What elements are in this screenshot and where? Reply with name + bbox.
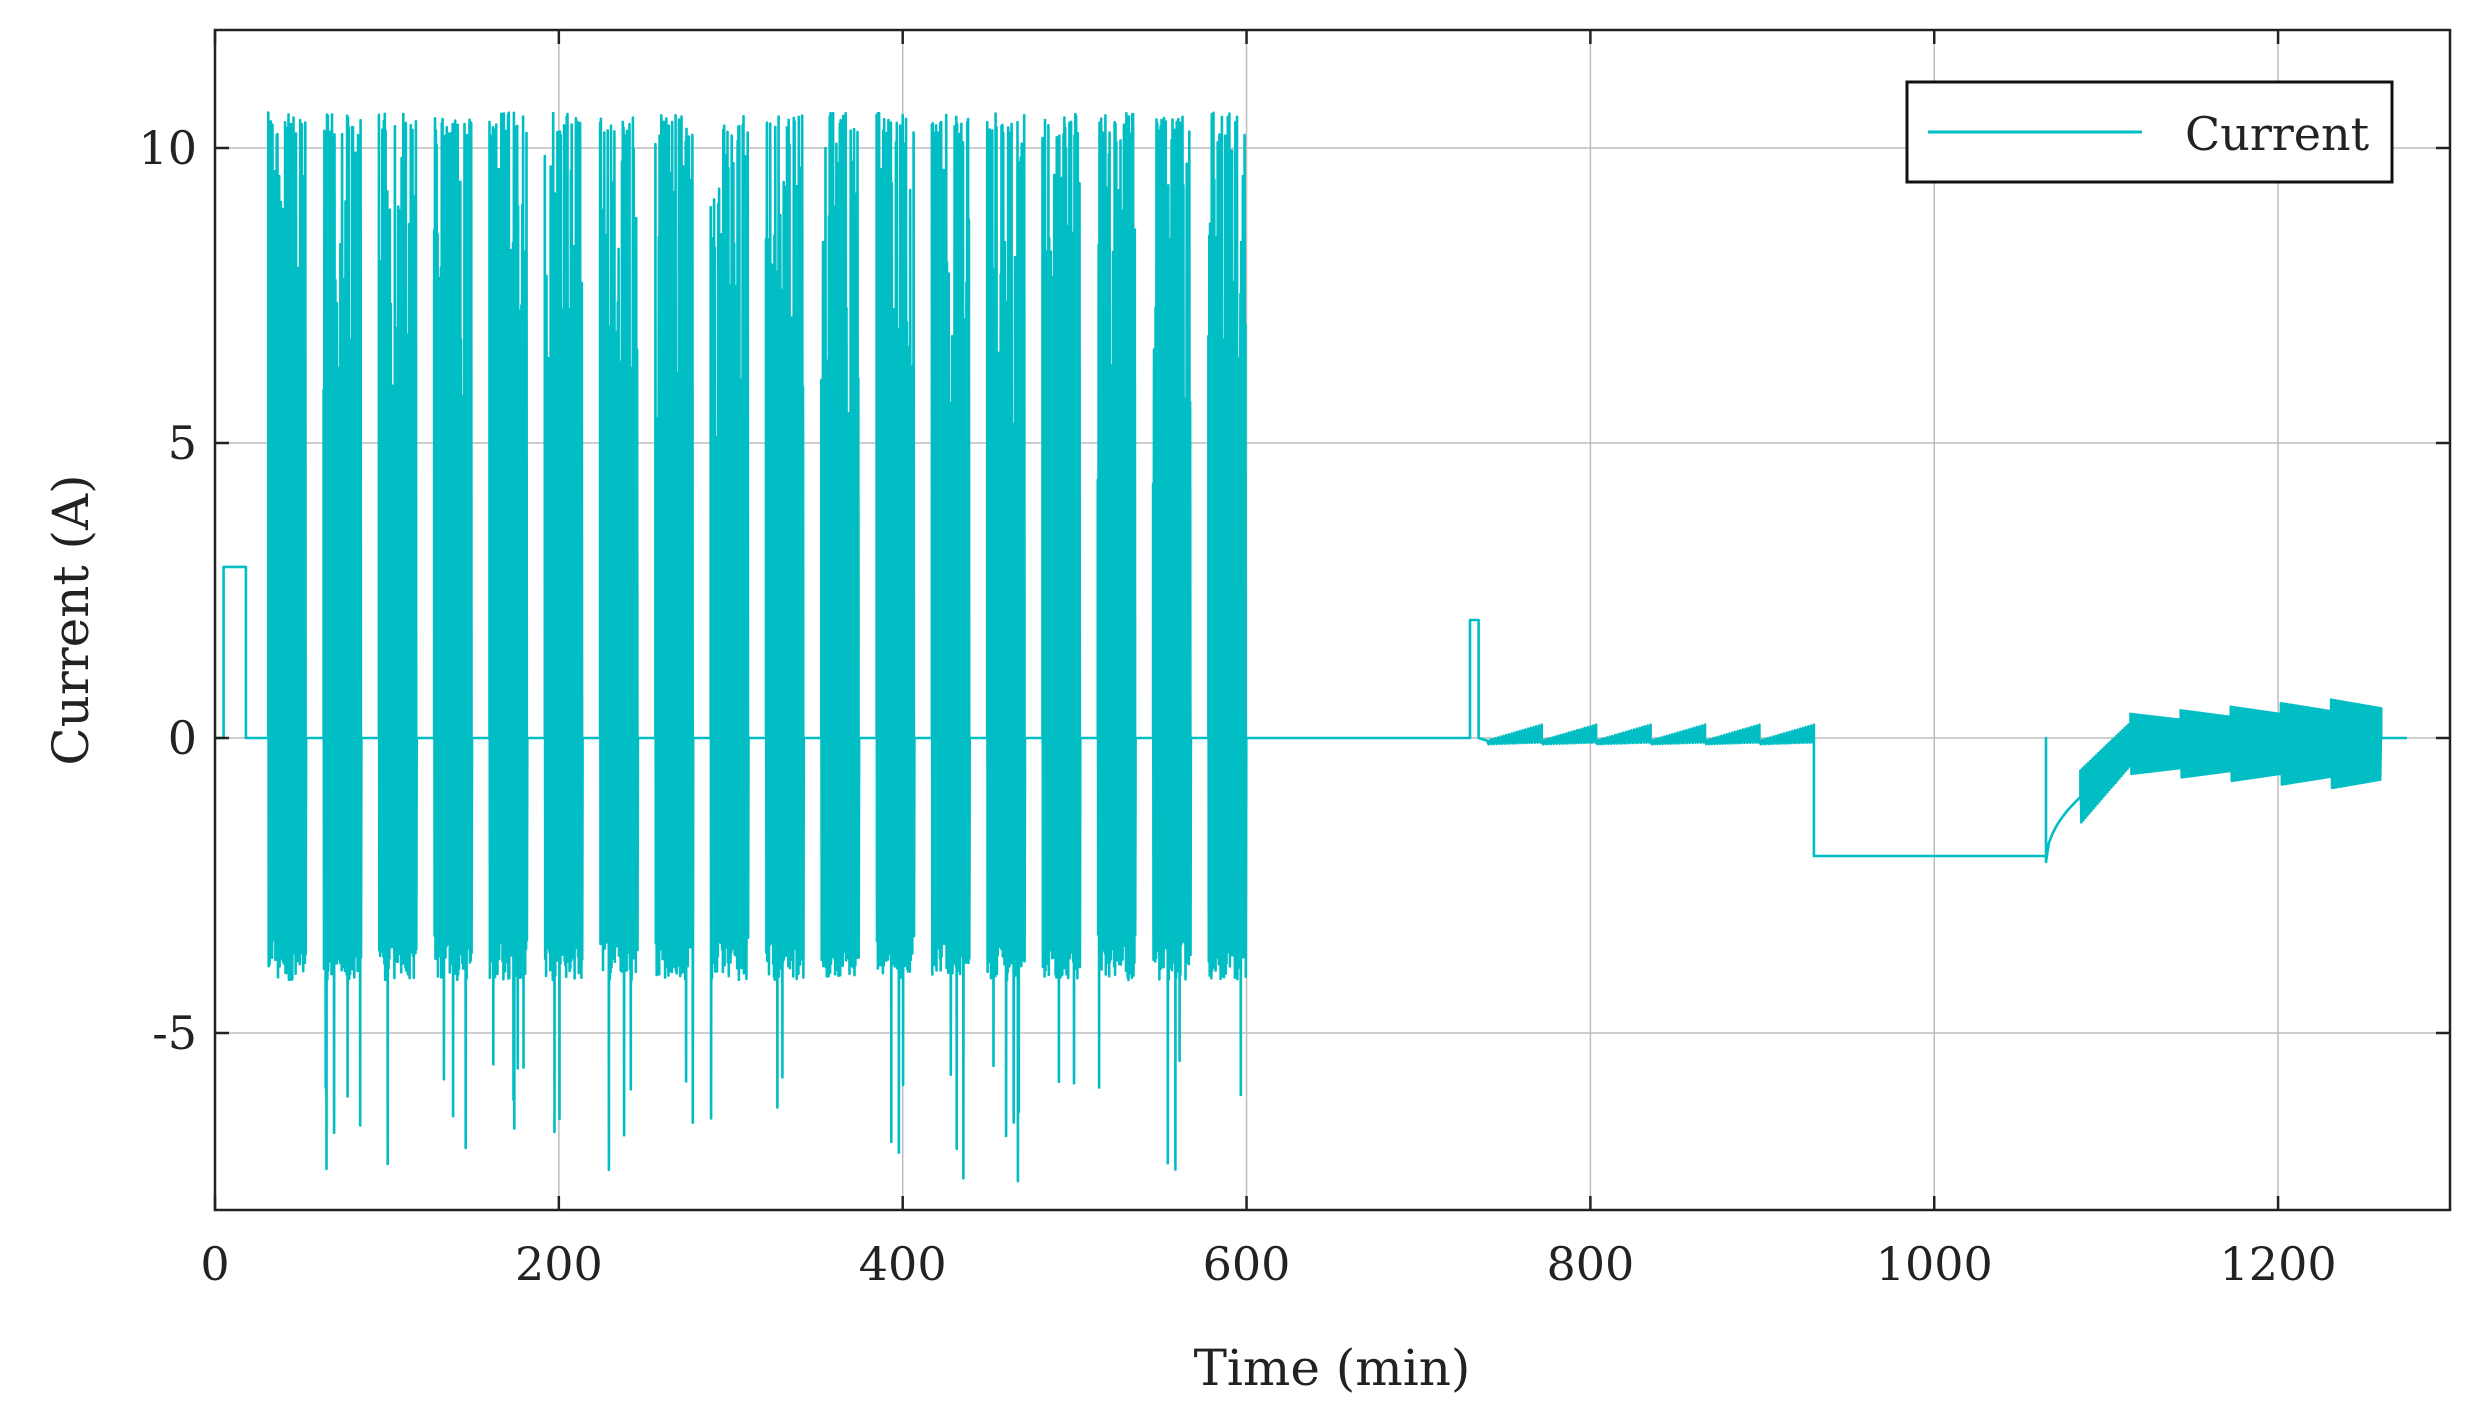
axis-ticks (213, 30, 2450, 1210)
x-axis-title: Time (min) (1194, 1339, 1471, 1397)
x-tick-label: 1200 (2220, 1237, 2337, 1291)
x-tick-label: 0 (200, 1237, 229, 1291)
x-tick-label: 400 (859, 1237, 947, 1291)
x-tick-label: 600 (1203, 1237, 1291, 1291)
plot-background (215, 30, 2450, 1210)
legend-label-current: Current (2185, 107, 2370, 161)
y-tick-label: 10 (138, 121, 197, 175)
y-tick-label: -5 (152, 1006, 197, 1060)
y-tick-label: 5 (168, 416, 197, 470)
plot-frame (213, 28, 2452, 1212)
x-tick-label: 1000 (1876, 1237, 1993, 1291)
y-axis-title: Current (A) (42, 474, 100, 765)
series-layer (215, 111, 2407, 1183)
tick-labels: 0 200 400 600 800 1000 1200 -5 0 5 10 (138, 121, 2336, 1291)
legend: Current (1905, 80, 2394, 184)
y-tick-label: 0 (168, 711, 197, 765)
x-tick-label: 800 (1546, 1237, 1634, 1291)
series-line-current (215, 111, 2407, 1183)
x-tick-label: 200 (515, 1237, 603, 1291)
